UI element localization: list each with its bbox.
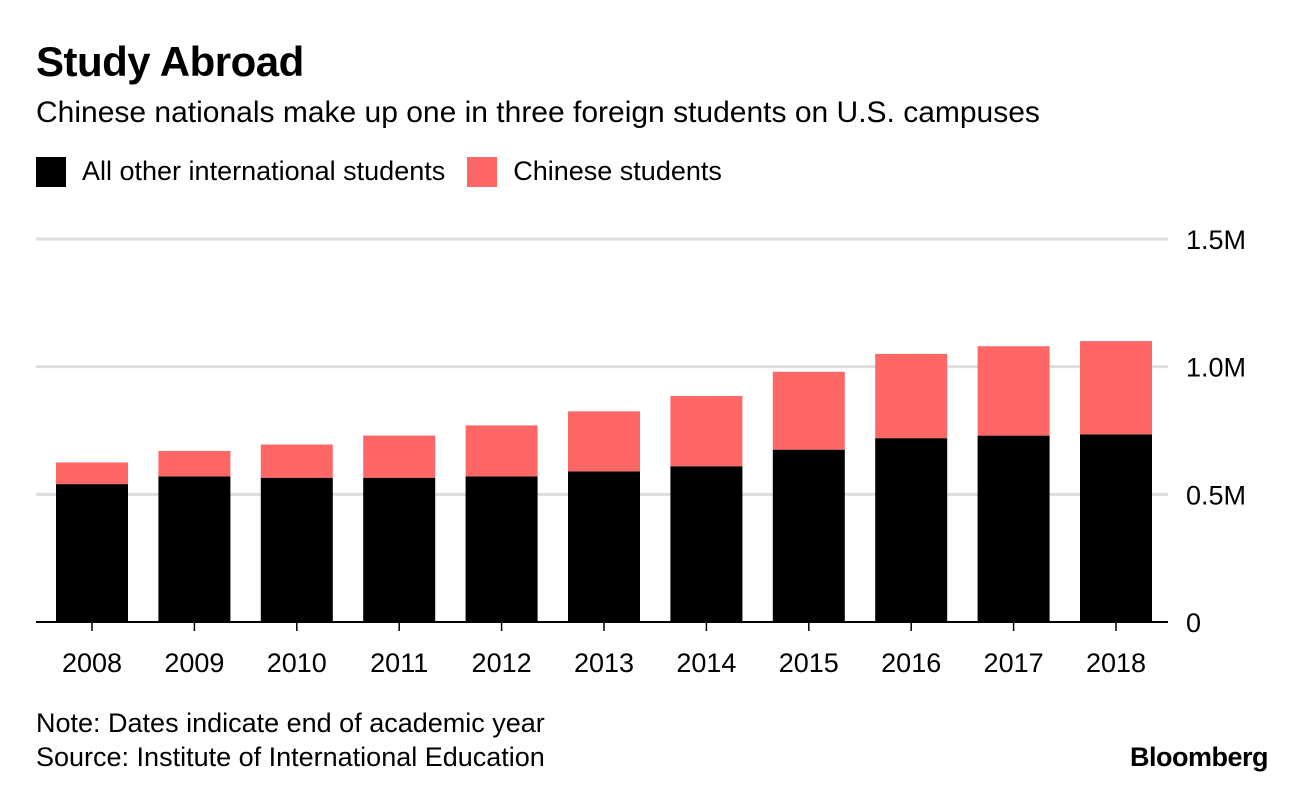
y-tick-label: 0.5M bbox=[1186, 480, 1246, 510]
source-text: Source: Institute of International Educa… bbox=[36, 742, 545, 772]
bar-chinese-students bbox=[568, 411, 640, 472]
bloomberg-logo: Bloomberg bbox=[1129, 742, 1269, 772]
x-tick-label: 2017 bbox=[984, 648, 1044, 678]
bar-other-students bbox=[1080, 434, 1152, 622]
stacked-bar-chart: 0 0.5M 1.0M 1.5M 2008 2009 2010 2011 2012 2013 201… bbox=[36, 225, 1246, 678]
bar-other-students bbox=[158, 476, 231, 622]
x-tick-label: 2016 bbox=[881, 648, 941, 678]
x-tick-label: 2014 bbox=[676, 648, 736, 678]
bar-chinese-students bbox=[977, 346, 1050, 436]
legend-item-other: All other international students bbox=[36, 156, 445, 187]
legend-swatch-other bbox=[36, 156, 66, 187]
bar-other-students bbox=[670, 466, 743, 622]
bar-chinese-students bbox=[875, 353, 948, 439]
x-tick-label: 2015 bbox=[779, 648, 839, 678]
chart-title: Study Abroad bbox=[36, 38, 304, 85]
bar-chinese-students bbox=[772, 371, 845, 450]
x-tick-label: 2018 bbox=[1086, 648, 1146, 678]
chart-subtitle: Chinese nationals make up one in three f… bbox=[36, 96, 1040, 129]
bar-chinese-students bbox=[465, 425, 538, 477]
bar-chinese-students bbox=[158, 450, 231, 477]
bar-other-students bbox=[875, 438, 948, 622]
y-tick-label: 1.0M bbox=[1186, 353, 1246, 383]
bar-chinese-students bbox=[363, 435, 436, 478]
x-tick-label: 2011 bbox=[370, 648, 428, 678]
legend-item-chinese: Chinese students bbox=[467, 156, 722, 187]
bar-other-students bbox=[977, 435, 1050, 622]
bar-chinese-students bbox=[670, 396, 743, 467]
y-tick-label: 1.5M bbox=[1186, 225, 1246, 255]
x-tick-label: 2009 bbox=[164, 648, 224, 678]
bar-other-students bbox=[772, 449, 845, 622]
bar-other-students bbox=[568, 471, 640, 622]
legend-swatch-chinese bbox=[467, 156, 498, 187]
x-tick-label: 2010 bbox=[267, 648, 327, 678]
legend-label-chinese: Chinese students bbox=[513, 156, 722, 186]
footnote: Note: Dates indicate end of academic yea… bbox=[36, 706, 545, 774]
legend: All other international students Chinese… bbox=[36, 156, 744, 187]
bar-chinese-students bbox=[1080, 341, 1152, 435]
y-tick-label: 0 bbox=[1186, 608, 1201, 638]
bar-other-students bbox=[363, 477, 436, 622]
legend-label-other: All other international students bbox=[82, 156, 446, 186]
bar-other-students bbox=[260, 477, 333, 622]
x-tick-label: 2012 bbox=[472, 648, 532, 678]
bar-chinese-students bbox=[260, 444, 333, 478]
x-tick-label: 2013 bbox=[574, 648, 634, 678]
bar-other-students bbox=[465, 476, 538, 622]
note-text: Note: Dates indicate end of academic yea… bbox=[36, 708, 545, 738]
bar-other-students bbox=[56, 484, 128, 622]
x-tick-label: 2008 bbox=[62, 648, 122, 678]
bar-chinese-students bbox=[56, 462, 128, 485]
